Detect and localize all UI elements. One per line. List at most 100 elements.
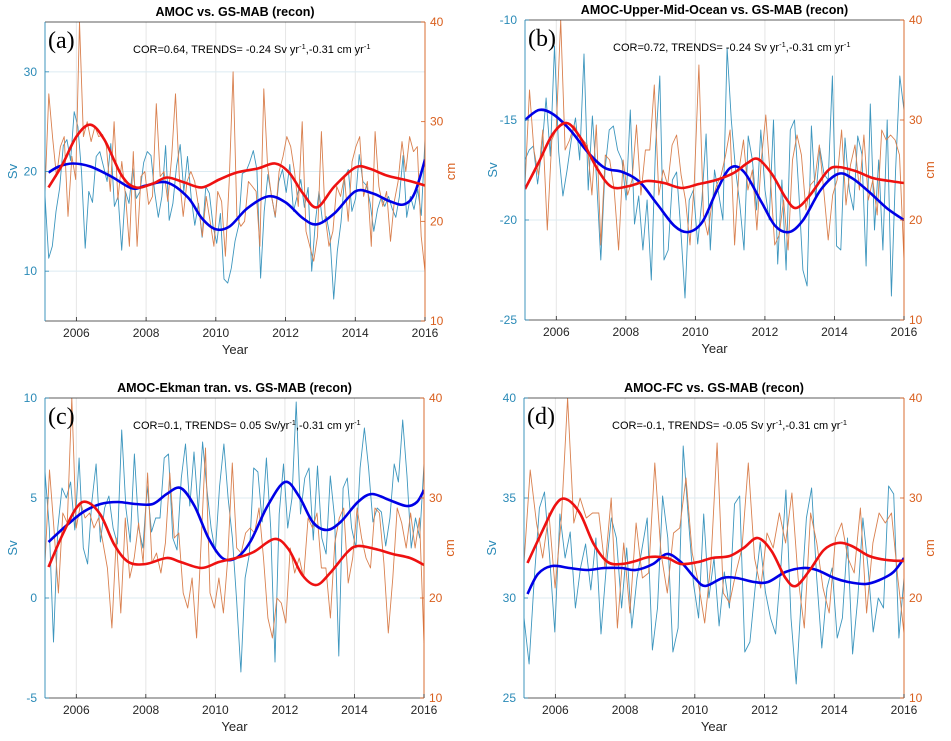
chart-title: AMOC vs. GS-MAB (recon) <box>155 5 314 19</box>
annotation-text: ,-0.31 cm yr <box>306 44 364 56</box>
right-y-tick-label: 10 <box>429 691 443 705</box>
left-y-tick-label: 0 <box>30 591 37 605</box>
left-y-tick-label: -5 <box>26 691 37 705</box>
x-tick-label: 2016 <box>891 703 918 717</box>
right-y-tick-label: 40 <box>909 391 923 405</box>
left-y-tick-label: 30 <box>24 65 38 79</box>
annotation-text: COR=0.64, TRENDS= -0.24 Sv yr <box>133 44 299 56</box>
left-y-tick-label: 10 <box>24 391 38 405</box>
panel-label: (a) <box>48 28 75 54</box>
annotation-text: COR=-0.1, TRENDS= -0.05 Sv yr <box>612 420 776 432</box>
stats-annotation: COR=-0.1, TRENDS= -0.05 Sv yr-1,-0.31 cm… <box>612 418 847 432</box>
amoc-smooth-line <box>526 552 904 595</box>
panel-c: 2006 2008 2010 2012 2014 2016 -5 0 5 10 10 20 30 40 AM… <box>5 381 457 734</box>
right-y-axis-label: cm <box>922 161 937 178</box>
x-tick-label: 2010 <box>202 326 229 340</box>
panel-label: (d) <box>527 404 555 430</box>
x-tick-label: 2014 <box>821 325 848 339</box>
x-tick-label: 2008 <box>133 326 160 340</box>
x-tick-label: 2016 <box>412 326 439 340</box>
gsmab-smooth-line <box>525 121 904 210</box>
x-axis-label: Year <box>701 719 728 734</box>
gsmab-raw-line <box>524 398 904 634</box>
superscript: -1 <box>299 42 306 51</box>
superscript: -1 <box>844 40 851 49</box>
x-tick-label: 2010 <box>682 325 709 339</box>
amoc-smooth-line <box>47 159 425 232</box>
x-tick-label: 2006 <box>543 325 570 339</box>
x-tick-label: 2010 <box>202 703 229 717</box>
chart-title: AMOC-Upper-Mid-Ocean vs. GS-MAB (recon) <box>581 3 848 17</box>
x-tick-label: 2014 <box>342 326 369 340</box>
right-y-tick-label: 40 <box>429 391 443 405</box>
superscript: -1 <box>776 418 783 427</box>
left-y-axis-label: Sv <box>5 163 20 179</box>
amoc-raw-line <box>45 401 424 673</box>
right-y-tick-label: 10 <box>909 313 923 327</box>
annotation-text: COR=0.72, TRENDS= -0.24 Sv yr <box>613 42 779 54</box>
left-y-tick-label: 40 <box>503 391 517 405</box>
x-tick-label: 2006 <box>63 703 90 717</box>
right-y-tick-label: 10 <box>909 691 923 705</box>
left-y-tick-label: 5 <box>30 491 37 505</box>
x-axis-label: Year <box>222 342 249 357</box>
left-y-tick-label: -15 <box>500 113 518 127</box>
superscript: -1 <box>779 40 786 49</box>
annotation-text: COR=0.1, TRENDS= 0.05 Sv/yr <box>133 420 290 432</box>
chart-title: AMOC-FC vs. GS-MAB (recon) <box>624 381 804 395</box>
x-tick-label: 2014 <box>341 703 368 717</box>
amoc-smooth-line <box>47 480 424 562</box>
right-y-tick-label: 30 <box>430 115 444 129</box>
right-y-axis-label: cm <box>443 163 458 180</box>
left-y-axis-label: Sv <box>5 540 20 556</box>
stats-annotation: COR=0.72, TRENDS= -0.24 Sv yr-1,-0.31 cm… <box>613 40 851 54</box>
chart-title: AMOC-Ekman tran. vs. GS-MAB (recon) <box>117 381 352 395</box>
x-tick-label: 2006 <box>63 326 90 340</box>
x-tick-label: 2008 <box>132 703 159 717</box>
x-tick-label: 2014 <box>821 703 848 717</box>
gsmab-smooth-line <box>526 497 904 588</box>
left-y-tick-label: 30 <box>503 591 517 605</box>
annotation-text: ,-0.31 cm yr <box>782 420 840 432</box>
left-y-tick-label: -20 <box>500 213 518 227</box>
x-axis-label: Year <box>701 341 728 356</box>
left-y-tick-label: 10 <box>24 264 38 278</box>
right-y-tick-label: 40 <box>430 15 444 29</box>
left-y-axis-label: Sv <box>485 162 500 178</box>
superscript: -1 <box>354 418 361 427</box>
x-tick-label: 2012 <box>751 703 778 717</box>
gsmab-smooth-line <box>47 123 425 209</box>
superscript: -1 <box>840 418 847 427</box>
x-tick-label: 2012 <box>752 325 779 339</box>
left-y-tick-label: -10 <box>500 13 518 27</box>
right-y-tick-label: 20 <box>909 591 923 605</box>
panel-label: (c) <box>48 404 75 430</box>
right-y-tick-label: 10 <box>430 314 444 328</box>
panel-d: 2006 2008 2010 2012 2014 2016 25 30 35 40 10 20 30 40… <box>484 381 937 734</box>
left-y-tick-label: 20 <box>24 165 38 179</box>
right-y-axis-label: cm <box>922 539 937 556</box>
panel-a: 2006 2008 2010 2012 2014 201610203010203040AM… <box>5 5 458 357</box>
amoc-raw-line <box>525 45 904 299</box>
right-y-axis-label: cm <box>442 539 457 556</box>
stats-annotation: COR=0.1, TRENDS= 0.05 Sv/yr-1,-0.31 cm y… <box>133 418 361 432</box>
gsmab-raw-line <box>45 22 425 272</box>
x-tick-label: 2006 <box>542 703 569 717</box>
annotation-text: ,-0.31 cm yr <box>296 420 354 432</box>
right-y-tick-label: 30 <box>909 113 923 127</box>
superscript: -1 <box>364 42 371 51</box>
x-tick-label: 2012 <box>272 326 299 340</box>
right-y-tick-label: 20 <box>430 214 444 228</box>
x-axis-label: Year <box>221 719 248 734</box>
right-y-tick-label: 20 <box>909 213 923 227</box>
left-y-tick-label: -25 <box>500 313 518 327</box>
right-y-tick-label: 30 <box>429 491 443 505</box>
stats-annotation: COR=0.64, TRENDS= -0.24 Sv yr-1,-0.31 cm… <box>133 42 371 56</box>
x-tick-label: 2016 <box>891 325 918 339</box>
left-y-tick-label: 25 <box>503 691 517 705</box>
gsmab-smooth-line <box>47 500 424 587</box>
left-y-tick-label: 35 <box>503 491 517 505</box>
superscript: -1 <box>289 418 296 427</box>
x-tick-label: 2008 <box>612 325 639 339</box>
panel-b: 2006 2008 2010 2012 2014 2016 -25 -20 -15 -10 10 20… <box>485 3 937 356</box>
